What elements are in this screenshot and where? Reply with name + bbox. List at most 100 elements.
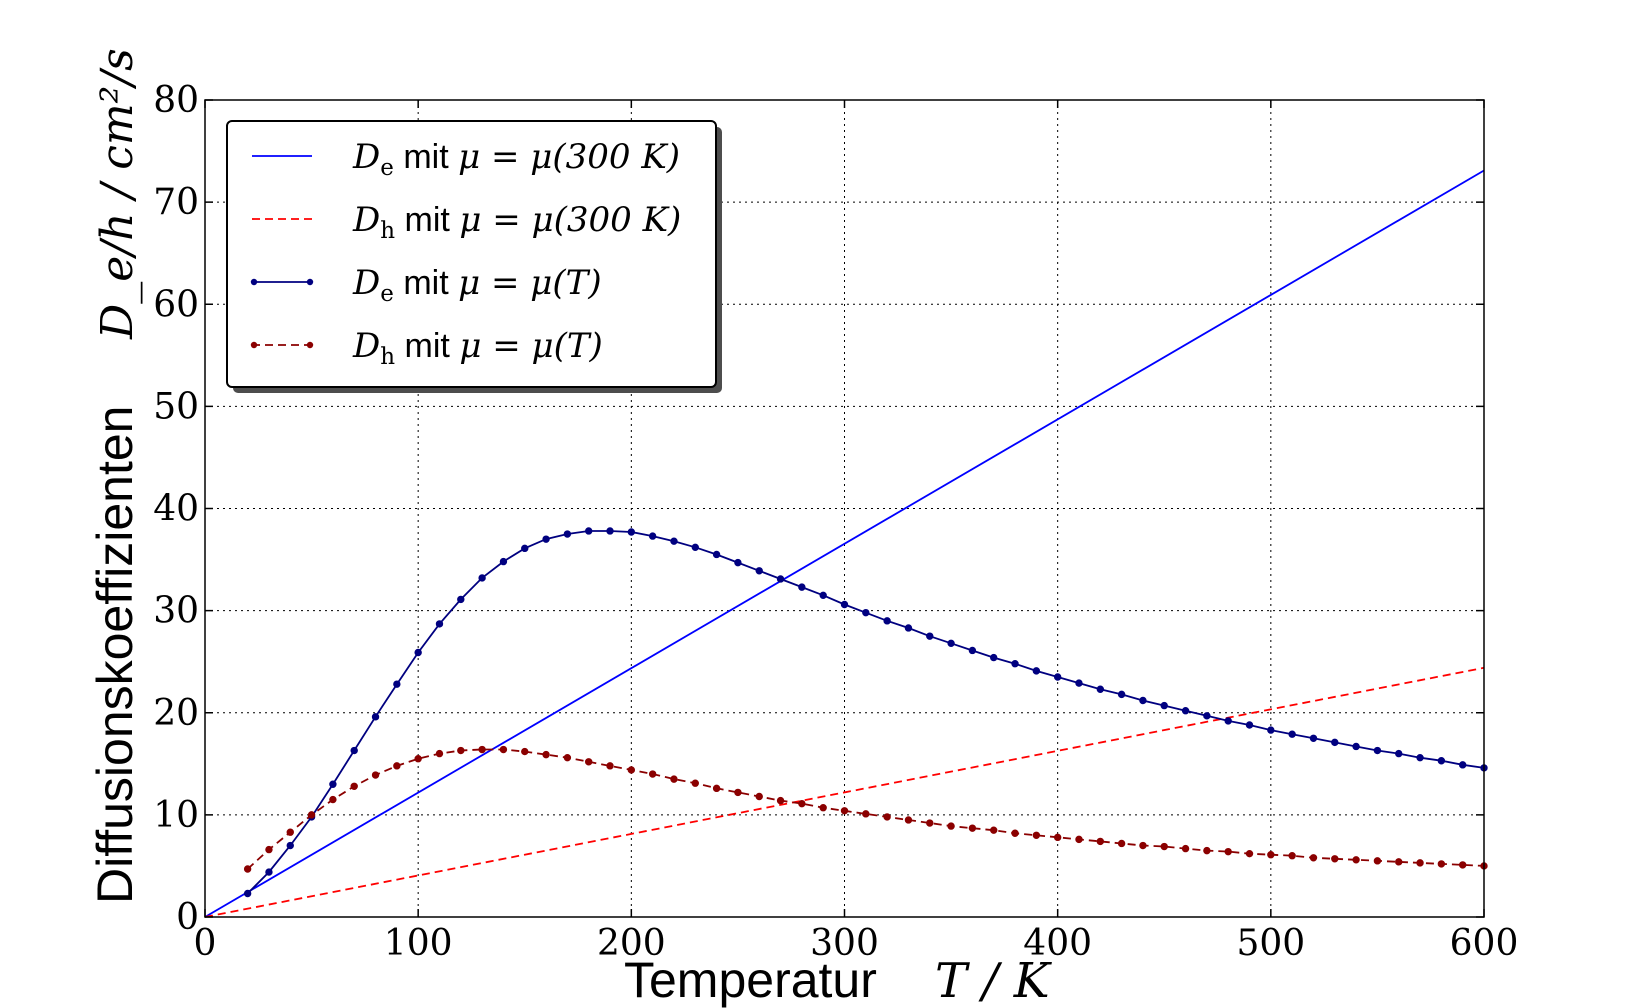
legend-entry-3: De mit μ = μ(T) [250, 263, 602, 307]
data-point [1288, 730, 1296, 738]
data-point [243, 865, 252, 873]
data-point [521, 747, 529, 756]
plot-series [204, 169, 1488, 918]
data-point [1096, 685, 1105, 693]
data-point [393, 762, 401, 770]
data-point [606, 762, 614, 770]
data-point [798, 583, 806, 591]
data-point [883, 813, 891, 821]
data-point [265, 868, 273, 876]
series-line [246, 748, 1485, 870]
data-point [947, 822, 955, 830]
data-point [1437, 860, 1446, 868]
data-point [1203, 712, 1211, 720]
data-point [1160, 842, 1168, 851]
data-point [1096, 837, 1105, 846]
x-tick-label: 400 [1023, 923, 1092, 964]
data-point [243, 889, 252, 898]
data-point [670, 537, 678, 545]
series-3 [243, 527, 1488, 898]
data-point [350, 746, 358, 755]
data-point [414, 648, 422, 657]
data-point [1053, 833, 1062, 842]
data-point [1224, 717, 1232, 725]
data-point [329, 780, 337, 788]
data-point [585, 758, 593, 766]
x-axis-label-text: Temperatur [624, 952, 877, 1008]
data-point [1011, 660, 1019, 668]
data-point [457, 746, 465, 755]
data-point [521, 544, 529, 553]
data-point [1245, 721, 1254, 729]
data-point [1139, 841, 1147, 850]
x-tick-label: 200 [597, 923, 666, 964]
data-point [457, 595, 465, 604]
data-point [1032, 667, 1041, 675]
legend-label: De mit μ = μ(300 K) [352, 137, 680, 181]
data-point [1117, 690, 1126, 699]
x-axis-label-math: T / K [935, 953, 1053, 1008]
y-axis-label-text: Diffusionskoeffizienten [87, 406, 143, 904]
data-point [1267, 726, 1275, 734]
data-point [926, 819, 934, 827]
grid [205, 100, 1484, 917]
data-point [307, 811, 316, 819]
data-point [798, 799, 806, 808]
data-point [648, 770, 657, 778]
y-tick-label: 70 [153, 182, 199, 223]
legend: De mit μ = μ(300 K) Dh mit μ = μ(300 K) De… [226, 120, 722, 393]
data-point [350, 782, 358, 790]
data-point [1011, 829, 1019, 837]
data-point [265, 845, 273, 854]
y-tick-label: 40 [153, 489, 199, 530]
data-point [1224, 847, 1232, 856]
y-tick-label: 50 [153, 386, 199, 427]
data-point [883, 617, 891, 625]
x-tick-label: 500 [1236, 923, 1305, 964]
series-2 [204, 666, 1485, 918]
legend-label: Dh mit μ = μ(300 K) [352, 200, 681, 244]
data-point [393, 680, 401, 688]
data-point [840, 600, 849, 609]
data-point [1352, 742, 1360, 751]
y-tick-label: 60 [153, 284, 199, 325]
data-point [819, 591, 827, 600]
data-point [755, 567, 763, 575]
x-tick-label: 100 [384, 923, 453, 964]
axis-ticks: 0 100 200 300 400 500 600 0 10 20 30 40 50 60 70 80 [153, 80, 1518, 964]
data-point [371, 713, 380, 721]
data-point [712, 784, 721, 793]
data-point [691, 779, 699, 787]
svg-text:Diffusionskoeffizienten: Diffusionskoeffizienten [87, 406, 143, 904]
data-point [478, 574, 486, 582]
data-point [286, 841, 294, 850]
data-point [435, 620, 444, 628]
data-point [1245, 849, 1254, 858]
data-point [1309, 854, 1318, 862]
data-point [1309, 734, 1318, 742]
data-point [1373, 746, 1382, 755]
data-point [1437, 757, 1446, 765]
data-point [542, 750, 550, 759]
data-point [499, 557, 508, 566]
data-point [563, 753, 572, 762]
data-point [1458, 761, 1467, 769]
data-point [904, 816, 913, 824]
data-point [1267, 851, 1275, 859]
data-point [329, 795, 337, 804]
data-point [862, 810, 870, 818]
data-point [627, 766, 636, 774]
data-point [1181, 707, 1190, 715]
data-point [840, 807, 849, 815]
data-point [776, 575, 785, 583]
data-point [1075, 679, 1083, 687]
data-point [1203, 846, 1211, 855]
data-point [478, 745, 486, 754]
x-tick-label: 0 [194, 923, 217, 964]
legend-label: De mit μ = μ(T) [352, 263, 602, 307]
series-line [204, 169, 1485, 918]
y-tick-label: 10 [153, 795, 199, 836]
legend-entry-1: De mit μ = μ(300 K) [252, 137, 680, 181]
data-point [990, 826, 998, 834]
y-axis-label: Diffusionskoeffizienten D_e/h / cm²/s [87, 48, 143, 904]
